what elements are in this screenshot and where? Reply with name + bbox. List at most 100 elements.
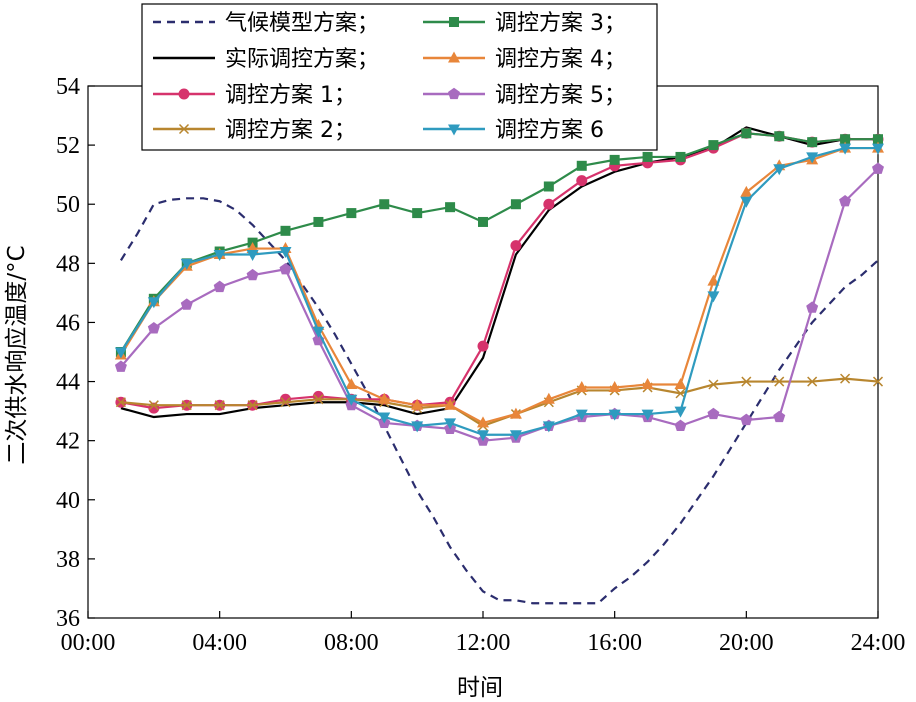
data-point — [213, 280, 226, 293]
x-tick-label: 12:00 — [456, 630, 511, 656]
legend-label: 调控方案 2； — [225, 118, 356, 143]
x-marker-stroke — [741, 376, 752, 387]
data-point — [641, 378, 654, 390]
data-point — [575, 409, 588, 421]
data-point — [674, 419, 687, 431]
data-point — [180, 298, 193, 310]
data-point — [740, 413, 753, 426]
data-point — [839, 194, 852, 207]
data-point — [840, 134, 851, 145]
x-marker-stroke — [280, 397, 291, 408]
data-point — [840, 373, 851, 384]
data-point — [609, 154, 620, 165]
data-point — [542, 392, 555, 404]
x-marker-stroke — [872, 376, 884, 387]
plot-area-border — [87, 85, 879, 619]
data-point — [246, 249, 259, 261]
data-point — [280, 397, 291, 408]
x-marker-stroke — [181, 400, 192, 411]
data-point — [246, 268, 259, 281]
data-point — [477, 340, 489, 352]
axes-layer: 00:00 04:00 08:00 12:00 16:00 20:00 24:00 36 38 4… — [56, 74, 905, 656]
data-point — [807, 376, 818, 387]
data-point — [114, 360, 127, 372]
data-point — [807, 137, 818, 148]
y-tick-label: 36 — [56, 606, 80, 632]
data-point — [313, 216, 324, 227]
data-point — [576, 160, 587, 171]
data-point — [312, 326, 325, 338]
data-point — [642, 151, 653, 162]
data-point — [675, 388, 686, 399]
x-tick-label: 16:00 — [587, 630, 642, 656]
legend-label: 实际调控方案； — [225, 47, 379, 72]
data-point — [115, 397, 126, 408]
data-point — [806, 301, 819, 313]
legend-marker — [448, 87, 460, 100]
x-marker-stroke — [178, 123, 190, 135]
data-point — [477, 416, 489, 428]
legend-entry-3: 调控方案 1； — [153, 83, 356, 108]
x-marker-stroke — [247, 400, 258, 411]
legend-entry-1: 气候模型方案； — [153, 11, 379, 36]
legend: 气候模型方案； 实际调控方案； 调控方案 1； 调控方案 2； 调控方案 3； 调控方案 … — [141, 3, 658, 151]
series-4 — [115, 373, 884, 431]
data-point — [608, 409, 621, 421]
series-8 — [114, 143, 884, 442]
y-tick-label: 50 — [56, 192, 80, 218]
y-tick-label: 38 — [56, 547, 80, 573]
data-point — [510, 199, 521, 210]
x-marker-stroke — [313, 394, 324, 405]
x-tick-label: 04:00 — [192, 630, 247, 656]
data-point — [378, 412, 391, 424]
x-tick-label: 24:00 — [851, 630, 906, 656]
series-6 — [114, 141, 884, 428]
x-marker-stroke — [675, 388, 686, 399]
data-point — [147, 297, 160, 309]
data-point — [707, 291, 720, 303]
data-point — [444, 418, 457, 430]
data-point — [147, 322, 160, 334]
data-point — [279, 262, 292, 275]
y-tick-label: 52 — [56, 133, 80, 159]
data-point — [313, 394, 324, 405]
legend-marker — [178, 88, 190, 100]
data-point — [872, 162, 884, 174]
legend-label: 调控方案 6 — [495, 118, 604, 143]
data-point — [148, 400, 159, 411]
x-marker-stroke — [708, 379, 719, 390]
y-tick-label: 46 — [56, 310, 80, 336]
data-point — [575, 380, 588, 392]
legend-label: 调控方案 4； — [495, 47, 626, 72]
series-line — [120, 126, 878, 419]
legend-marker — [448, 51, 460, 63]
legend-label: 调控方案 1； — [225, 83, 356, 108]
data-point — [280, 225, 291, 236]
data-point — [707, 274, 720, 286]
data-point — [774, 376, 785, 387]
y-tick-label: 44 — [56, 370, 80, 396]
data-point — [279, 247, 292, 259]
data-point — [806, 152, 819, 164]
y-tick-label: 54 — [56, 74, 80, 100]
data-point — [872, 143, 884, 155]
data-point — [445, 202, 456, 213]
x-tick-label: 00:00 — [61, 630, 116, 656]
data-point — [444, 398, 457, 410]
data-point — [345, 378, 358, 390]
series-line — [119, 146, 878, 436]
data-point — [411, 421, 424, 433]
legend-entry-6: 调控方案 4； — [423, 47, 626, 72]
data-point — [213, 249, 226, 261]
data-point — [411, 398, 424, 410]
series-3 — [115, 127, 884, 414]
data-point — [543, 181, 554, 192]
data-point — [510, 240, 522, 252]
data-point — [641, 409, 654, 421]
x-marker-stroke — [807, 376, 818, 387]
data-point — [345, 394, 358, 406]
data-point — [509, 407, 522, 419]
y-axis-title: 二次供水响应温度/°C — [4, 245, 30, 464]
data-point — [774, 131, 785, 142]
data-point — [773, 410, 786, 423]
